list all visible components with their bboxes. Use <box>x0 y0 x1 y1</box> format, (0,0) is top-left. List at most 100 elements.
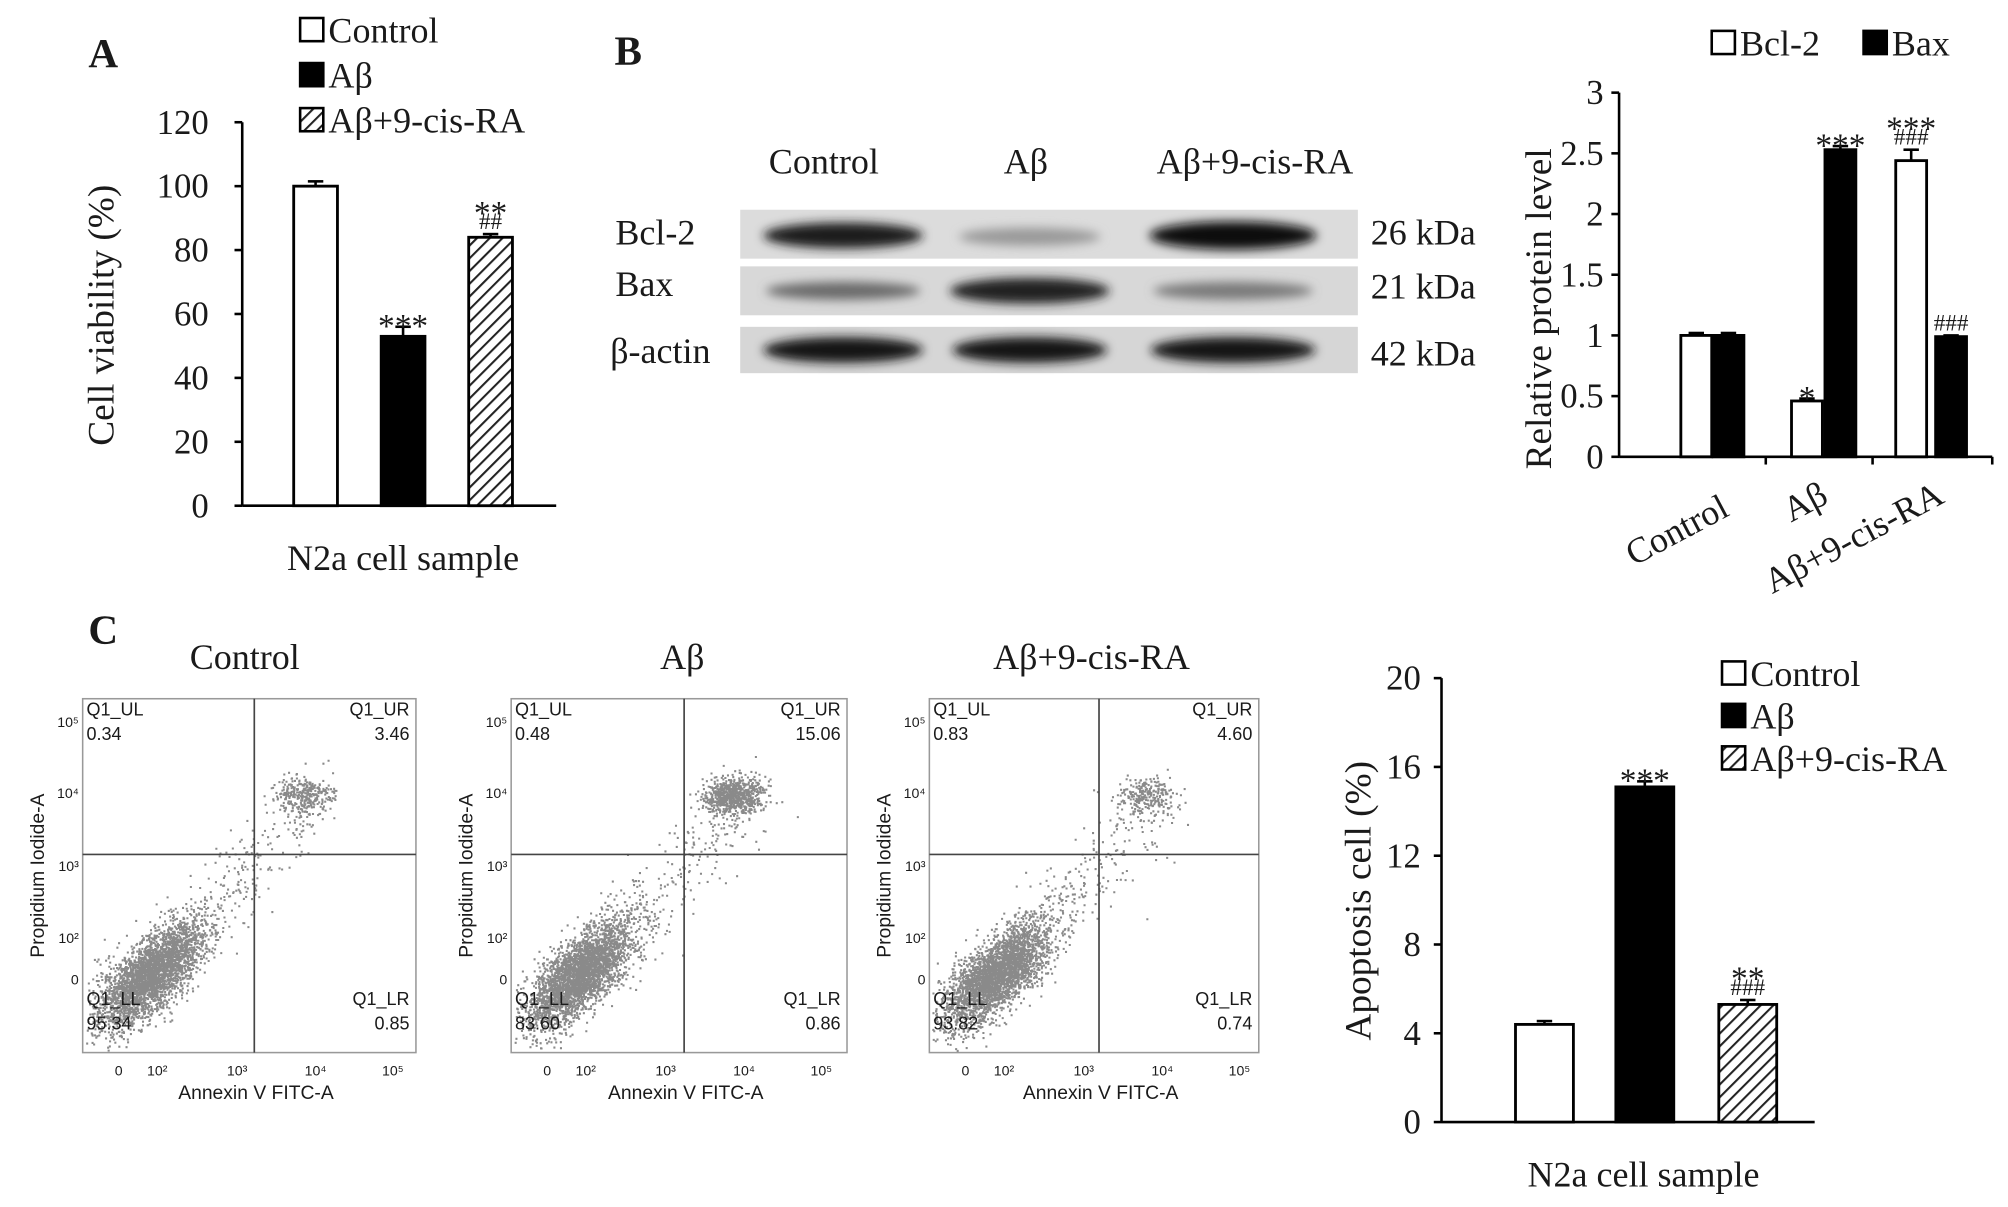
significance-label: ** <box>474 195 507 232</box>
y-tick-label: 0 <box>71 971 79 987</box>
legend-label: Control <box>1750 654 1860 694</box>
y-axis-label: Propidium Iodide-A <box>875 793 896 957</box>
x-tick-label: 10⁴ <box>1151 1063 1173 1079</box>
y-tick-label: 120 <box>157 103 209 142</box>
blot-band <box>958 227 1101 246</box>
x-tick-label: 10² <box>576 1063 597 1079</box>
y-tick-label: 4 <box>1404 1014 1421 1053</box>
x-axis-label: N2a cell sample <box>287 538 519 578</box>
quadrant-label: Q1_LL <box>933 989 987 1010</box>
bar <box>1823 148 1858 459</box>
legend-swatch <box>1710 29 1737 56</box>
y-tick-label: 20 <box>174 422 209 461</box>
x-tick-label: 0 <box>543 1063 551 1079</box>
y-tick-label: 60 <box>174 295 209 334</box>
legend-swatch <box>298 16 325 43</box>
quadrant-label: Q1_UR <box>781 699 841 720</box>
y-tick-label: 10⁵ <box>486 714 508 730</box>
y-tick-label: 1 <box>1586 316 1603 355</box>
blot-column-label: Aβ <box>1004 142 1048 182</box>
y-tick-label: 80 <box>174 231 209 270</box>
y-tick-label: 10⁴ <box>57 785 79 801</box>
legend-label: Aβ <box>1750 696 1794 736</box>
significance-label: *** <box>1815 127 1865 164</box>
x-tick-label: 10⁵ <box>382 1063 404 1079</box>
significance-label: ### <box>1894 125 1929 151</box>
significance-label: *** <box>1886 110 1936 147</box>
quadrant-label: Q1_UL <box>933 699 990 720</box>
bar <box>1717 1003 1779 1124</box>
legend-swatch <box>298 61 325 88</box>
y-tick-label: 16 <box>1386 748 1421 787</box>
quadrant-value: 0.74 <box>1217 1013 1252 1033</box>
y-tick-label: 12 <box>1386 836 1421 875</box>
blot-band <box>952 337 1107 363</box>
quadrant-label: Q1_UL <box>87 699 144 720</box>
blot-row-label: Bax <box>615 264 673 304</box>
blot-column-label: Control <box>769 142 879 182</box>
x-tick-label: 10⁵ <box>810 1063 832 1079</box>
y-tick-label: 10⁴ <box>485 785 507 801</box>
quadrant-label: Q1_LR <box>352 989 409 1010</box>
blot-band <box>763 222 923 249</box>
y-tick-label: 10³ <box>487 858 508 874</box>
y-tick-label: 0 <box>1404 1103 1421 1142</box>
y-tick-label: 10² <box>905 930 926 946</box>
quadrant-value: 0.48 <box>515 724 550 744</box>
quadrant-label: Q1_LR <box>784 989 841 1010</box>
quadrant-value: 3.46 <box>374 724 409 744</box>
y-tick-label: 1.5 <box>1560 255 1603 294</box>
y-tick-label: 20 <box>1386 659 1421 698</box>
y-tick-label: 10⁵ <box>57 714 79 730</box>
flow-title: Aβ+9-cis-RA <box>993 637 1190 677</box>
y-tick-label: 10⁵ <box>904 714 926 730</box>
significance-label: *** <box>1620 763 1670 800</box>
significance-label: *** <box>378 308 428 345</box>
legend-swatch <box>1720 745 1747 771</box>
y-tick-label: 10³ <box>58 858 79 874</box>
bar <box>379 334 427 508</box>
significance-label: ** <box>1731 961 1764 998</box>
bar <box>1894 159 1929 459</box>
legend-swatch <box>1720 660 1747 686</box>
y-tick-label: 3 <box>1586 73 1603 112</box>
quadrant-value: 93.82 <box>933 1013 978 1033</box>
significance-label: ### <box>1730 975 1765 1001</box>
x-axis-label: N2a cell sample <box>1528 1154 1760 1194</box>
blot-size-label: 21 kDa <box>1371 267 1476 307</box>
y-tick-label: 10² <box>487 930 508 946</box>
event-dots <box>932 768 1190 1052</box>
y-axis-label: Relative protein level <box>1519 148 1560 469</box>
legend-swatch <box>1720 702 1747 729</box>
panel-label: A <box>88 30 118 76</box>
blot-column-label: Aβ+9-cis-RA <box>1157 142 1354 182</box>
quadrant-value: 95.34 <box>87 1013 132 1033</box>
x-axis-label: Annexin V FITC-A <box>608 1083 764 1104</box>
blot-row-label: β-actin <box>610 331 710 371</box>
legend-label: Aβ+9-cis-RA <box>328 101 525 141</box>
panel-label: B <box>615 27 642 73</box>
quadrant-label: Q1_UL <box>515 699 572 720</box>
bar <box>1711 334 1746 459</box>
quadrant-value: 0.34 <box>87 724 122 744</box>
y-axis-label: Cell viability (%) <box>82 185 123 446</box>
blot-band <box>765 281 921 300</box>
significance-label: * <box>1799 380 1816 417</box>
quadrant-value: 15.06 <box>796 724 841 744</box>
x-axis-label: Annexin V FITC-A <box>178 1083 334 1104</box>
blot-size-label: 42 kDa <box>1371 333 1476 373</box>
quadrant-value: 4.60 <box>1217 724 1252 744</box>
quadrant-value: 0.83 <box>933 724 968 744</box>
blot-band <box>1153 281 1313 300</box>
legend-label: Control <box>328 10 438 50</box>
bar <box>1614 785 1676 1124</box>
x-tick-label: 10³ <box>655 1063 676 1079</box>
y-tick-label: 10² <box>58 930 79 946</box>
y-tick-label: 2 <box>1586 195 1603 234</box>
quadrant-value: 0.85 <box>374 1013 409 1033</box>
y-tick-label: 2.5 <box>1560 134 1603 173</box>
x-axis-label: Annexin V FITC-A <box>1023 1083 1179 1104</box>
blot-band <box>763 337 923 363</box>
legend-label: Aβ+9-cis-RA <box>1750 739 1947 779</box>
